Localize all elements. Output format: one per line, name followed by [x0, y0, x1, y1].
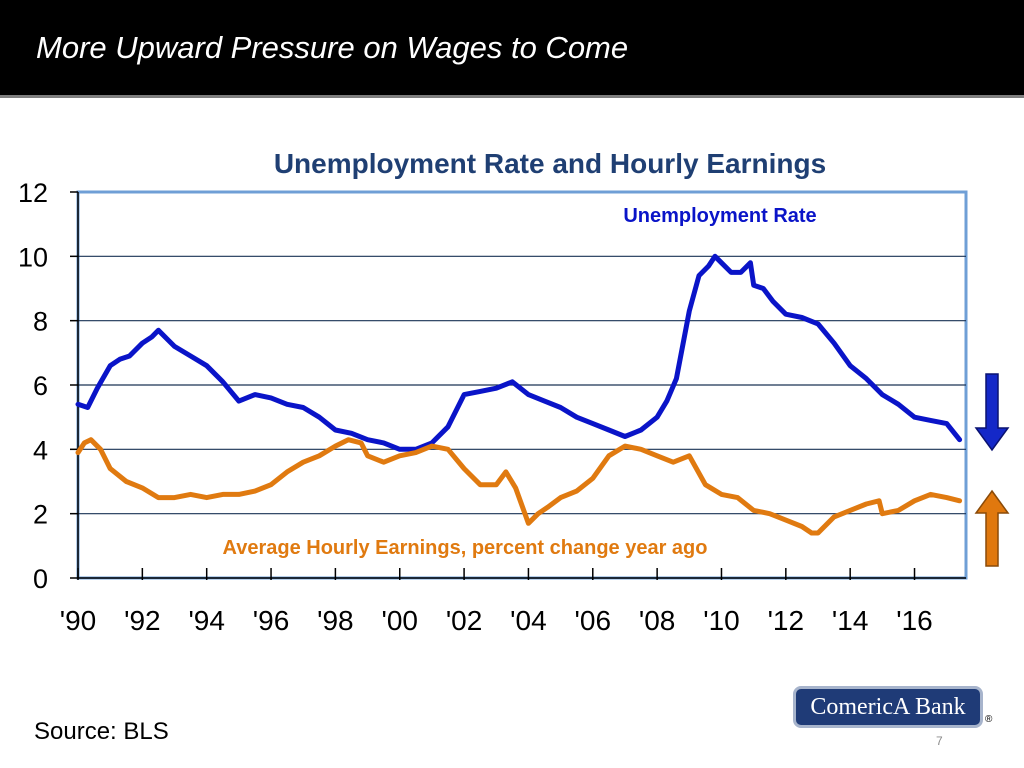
- slide-title: More Upward Pressure on Wages to Come: [36, 30, 629, 65]
- y-tick-label: 2: [33, 500, 48, 530]
- x-tick-label: '96: [253, 605, 290, 636]
- y-tick-label: 10: [18, 242, 48, 272]
- x-tick-label: '16: [896, 605, 933, 636]
- x-tick-label: '90: [60, 605, 97, 636]
- x-tick-label: '10: [703, 605, 740, 636]
- series-line-unemployment-rate: [75, 253, 963, 452]
- source-note: Source: BLS: [34, 718, 169, 745]
- x-tick-label: '12: [768, 605, 805, 636]
- y-tick-label: 8: [33, 307, 48, 337]
- series-label-average-hourly-earnings: Average Hourly Earnings, percent change …: [223, 537, 708, 559]
- registered-mark: ®: [985, 714, 993, 725]
- down-arrow-icon: [974, 373, 1010, 452]
- y-tick-label: 0: [33, 564, 48, 594]
- header-bar: More Upward Pressure on Wages to Come: [0, 0, 1024, 98]
- up-arrow-icon: [974, 489, 1010, 567]
- logo-text: ComericA Bank: [810, 694, 966, 720]
- x-tick-label: '92: [124, 605, 161, 636]
- x-tick-label: '94: [188, 605, 225, 636]
- page-number: 7: [936, 734, 943, 748]
- x-tick-label: '08: [639, 605, 676, 636]
- x-tick-label: '98: [317, 605, 354, 636]
- x-tick-label: '02: [446, 605, 483, 636]
- y-tick-label: 12: [18, 178, 48, 208]
- x-tick-label: '14: [832, 605, 869, 636]
- series-label-unemployment-rate: Unemployment Rate: [623, 205, 816, 227]
- x-tick-label: '04: [510, 605, 547, 636]
- bank-logo: ComericA Bank: [793, 686, 983, 728]
- y-tick-label: 4: [33, 435, 48, 465]
- chart-title: Unemployment Rate and Hourly Earnings: [273, 148, 827, 179]
- y-tick-label: 6: [33, 371, 48, 401]
- series-line-average-hourly-earnings: [75, 437, 963, 536]
- x-tick-label: '00: [381, 605, 418, 636]
- x-tick-label: '06: [575, 605, 612, 636]
